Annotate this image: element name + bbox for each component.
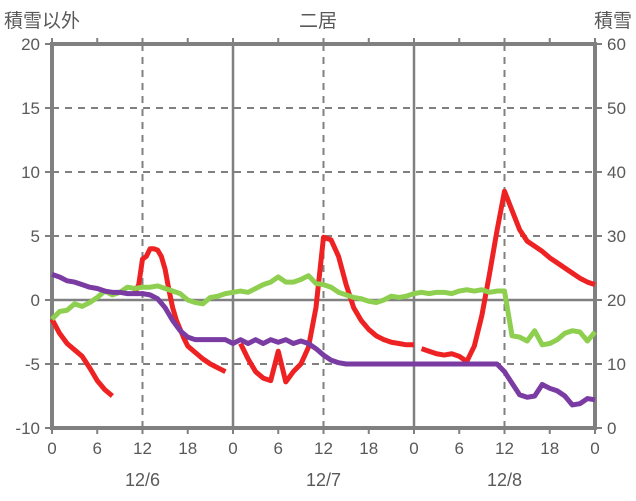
x-axis-day-labels: 12/6 12/7 12/8 [125,470,522,490]
plot-frame [50,42,597,430]
day-label: 12/7 [306,470,341,490]
x-tick-label: 0 [590,439,599,458]
x-tick-label: 0 [409,439,418,458]
red-series [132,246,227,374]
red-series [49,318,114,398]
data-series [49,188,597,408]
left-tick-label: 15 [21,99,40,118]
right-tick-label: 10 [607,355,626,374]
left-tick-label: 20 [21,35,40,54]
right-tick-label: 0 [607,419,616,438]
x-tick-label: 6 [274,439,283,458]
day-label: 12/6 [125,470,160,490]
x-tick-label: 12 [314,439,333,458]
right-tick-label: 40 [607,163,626,182]
right-axis-tick-labels: 60 50 40 30 20 10 0 [607,35,626,438]
day-label: 12/8 [487,470,522,490]
x-tick-label: 6 [455,439,464,458]
chart-title: 二居 [298,11,337,32]
red-series-2 [238,234,414,385]
x-tick-label: 12 [133,439,152,458]
right-tick-label: 60 [607,35,626,54]
purple-series [51,272,596,408]
green-series [50,273,597,348]
x-tick-label: 18 [359,439,378,458]
x-tick-label: 6 [93,439,102,458]
right-tick-label: 50 [607,99,626,118]
red-series-3 [420,188,596,364]
left-tick-label: 0 [31,291,40,310]
x-tick-label: 18 [178,439,197,458]
x-tick-label: 0 [228,439,237,458]
left-axis-label: 積雪以外 [4,11,81,32]
right-axis-label: 積雪 [593,11,632,32]
left-tick-label: -5 [25,355,40,374]
x-tick-label: 12 [495,439,514,458]
left-axis-tick-labels: 20 15 10 5 0 -5 -10 [15,35,40,438]
x-tick-label: 18 [540,439,559,458]
x-axis-tick-labels: 0 6 12 18 0 6 12 18 0 6 12 18 0 [47,439,599,458]
x-tick-label: 0 [47,439,56,458]
left-tick-label: 10 [21,163,40,182]
left-tick-label: -10 [15,419,40,438]
right-tick-label: 20 [607,291,626,310]
left-tick-label: 5 [31,227,40,246]
right-tick-label: 30 [607,227,626,246]
